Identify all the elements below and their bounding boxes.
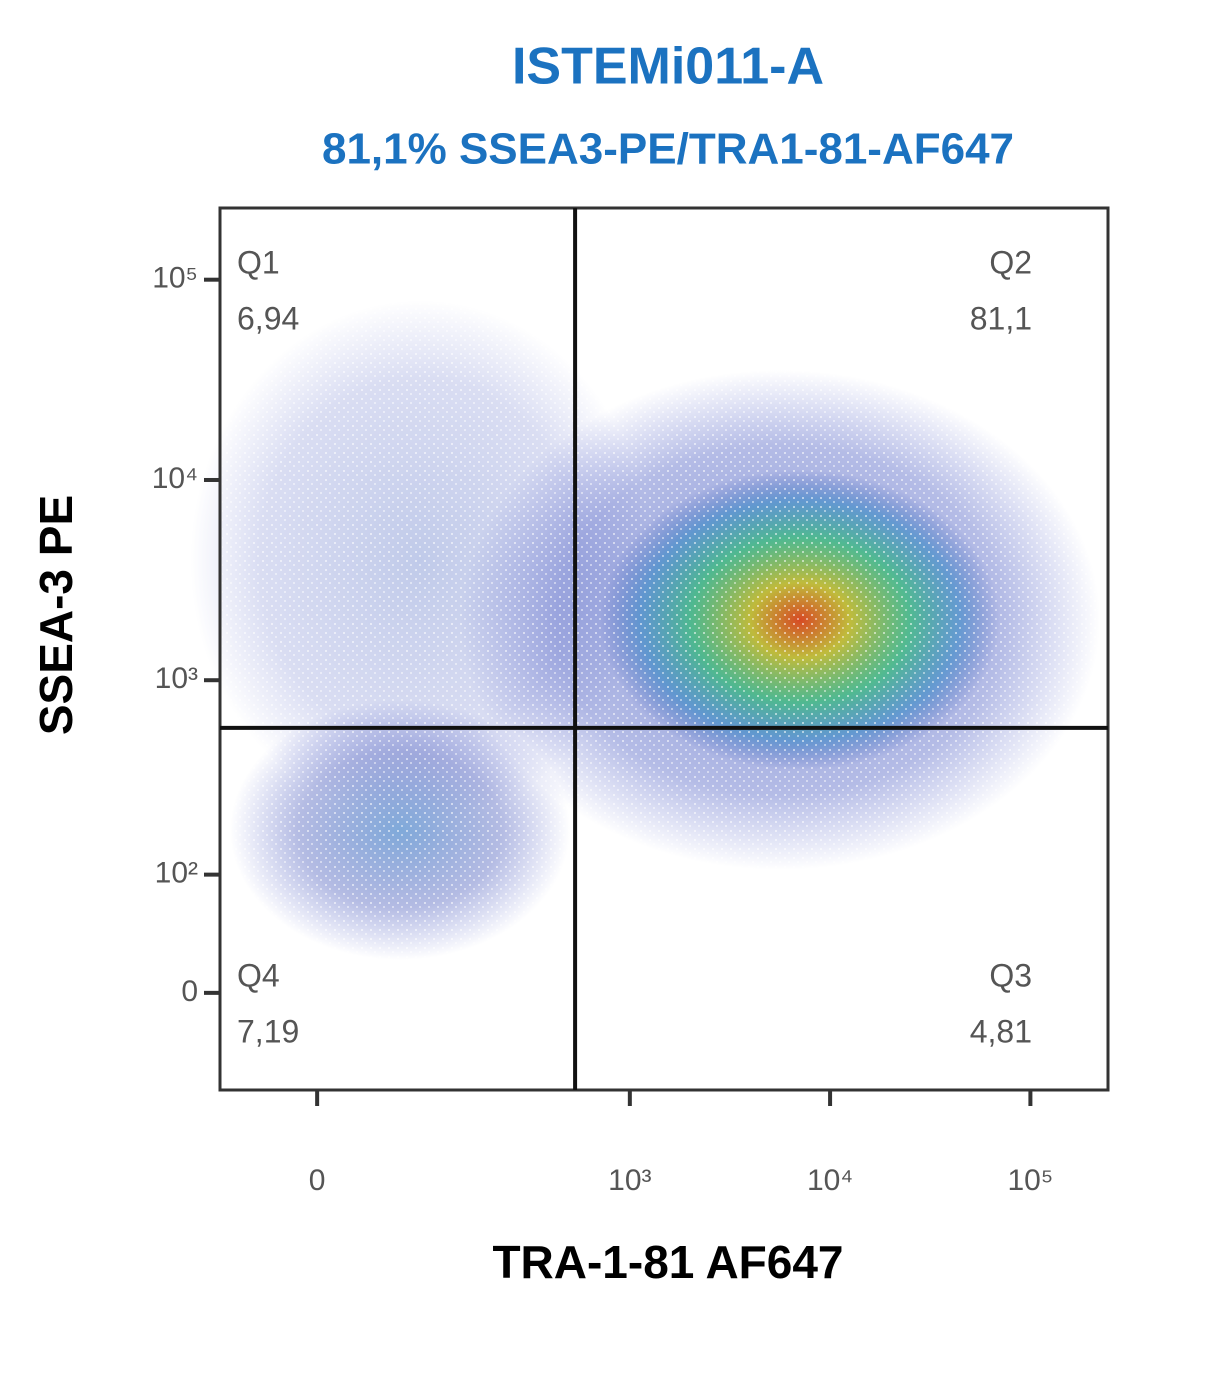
quadrant-name: Q4: [237, 957, 280, 993]
y-tick-label: 10⁴: [152, 462, 198, 495]
x-axis-label: TRA-1-81 AF647: [492, 1236, 843, 1288]
quadrant-value: 81,1: [970, 300, 1032, 336]
chart-subtitle: 81,1% SSEA3-PE/TRA1-81-AF647: [322, 125, 1014, 174]
quadrant-value: 6,94: [237, 300, 299, 336]
y-tick-label: 10²: [155, 857, 198, 890]
y-axis-label: SSEA-3 PE: [30, 495, 82, 735]
y-tick-label: 0: [181, 975, 198, 1008]
x-tick-label: 10³: [608, 1164, 651, 1197]
x-tick-label: 10⁵: [1007, 1164, 1053, 1197]
density-cloud: [190, 210, 1106, 1088]
quadrant-value: 7,19: [237, 1013, 299, 1049]
y-tick-label: 10³: [155, 662, 198, 695]
x-tick-label: 0: [309, 1164, 326, 1197]
quadrant-value: 4,81: [970, 1013, 1032, 1049]
x-tick-label: 10⁴: [807, 1164, 853, 1197]
chart-title: ISTEMi011-A: [512, 38, 824, 96]
plot-frame: [218, 206, 1110, 1092]
y-tick-label: 10⁵: [152, 262, 198, 295]
quadrant-name: Q2: [989, 244, 1032, 280]
quadrant-name: Q3: [989, 957, 1032, 993]
quadrant-name: Q1: [237, 244, 280, 280]
